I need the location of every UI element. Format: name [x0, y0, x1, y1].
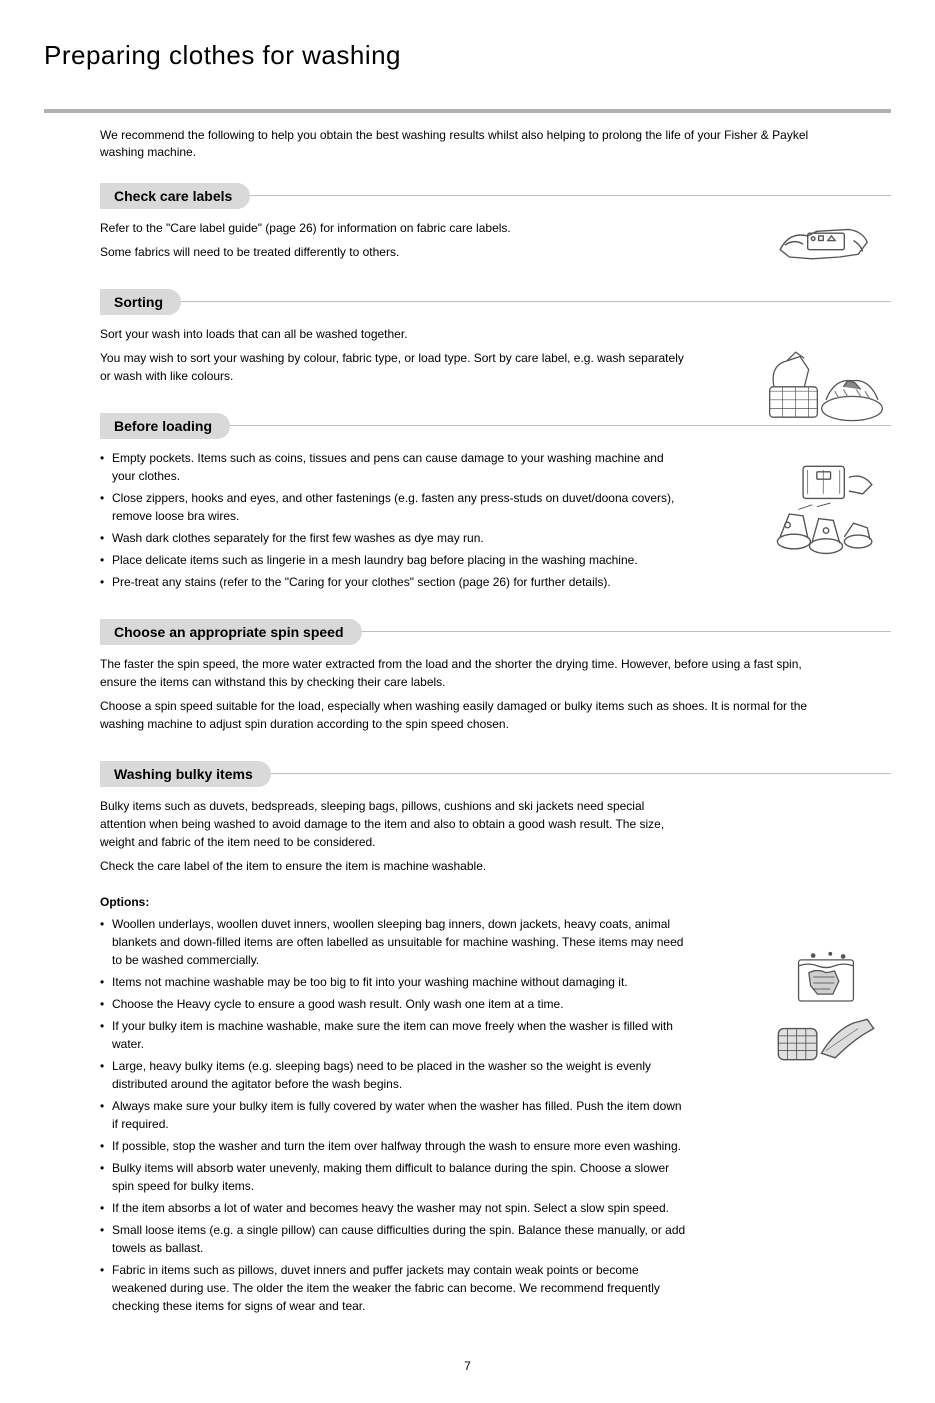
- list-item: Small loose items (e.g. a single pillow)…: [100, 1221, 690, 1257]
- body-paragraph: Some fabrics will need to be treated dif…: [100, 243, 690, 261]
- horizontal-rule: [44, 109, 891, 113]
- section-header-line: [181, 301, 891, 302]
- sleeping-bag-icon: [771, 1012, 881, 1072]
- section-text: Refer to the "Care label guide" (page 26…: [100, 219, 690, 261]
- section-body: Empty pockets. Items such as coins, tiss…: [100, 449, 891, 591]
- section-header: Sorting: [100, 289, 891, 315]
- section-body: Refer to the "Care label guide" (page 26…: [100, 219, 891, 261]
- list-item: Fabric in items such as pillows, duvet i…: [100, 1261, 690, 1315]
- body-paragraph: The faster the spin speed, the more wate…: [100, 655, 840, 691]
- list-item: Bulky items will absorb water unevenly, …: [100, 1159, 690, 1195]
- section-spin-speed: Choose an appropriate spin speed The fas…: [100, 619, 891, 733]
- section-header: Washing bulky items: [100, 761, 891, 787]
- page-title: Preparing clothes for washing: [44, 40, 891, 71]
- intro-paragraph: We recommend the following to help you o…: [100, 127, 840, 161]
- bullet-list: Woollen underlays, woollen duvet inners,…: [100, 915, 690, 1315]
- section-header-line: [271, 773, 891, 774]
- section-header-line: [250, 195, 891, 196]
- list-item: Always make sure your bulky item is full…: [100, 1097, 690, 1133]
- section-header: Check care labels: [100, 183, 891, 209]
- section-header-line: [362, 631, 892, 632]
- section-text: Bulky items such as duvets, bedspreads, …: [100, 797, 690, 1315]
- list-item: If the item absorbs a lot of water and b…: [100, 1199, 690, 1217]
- section-care-labels: Check care labels Refer to the "Care lab…: [100, 183, 891, 261]
- body-paragraph: Choose a spin speed suitable for the loa…: [100, 697, 840, 733]
- section-before-loading: Before loading Empty pockets. Items such…: [100, 413, 891, 591]
- section-text: Empty pockets. Items such as coins, tiss…: [100, 449, 690, 591]
- list-item: If your bulky item is machine washable, …: [100, 1017, 690, 1053]
- body-paragraph: Refer to the "Care label guide" (page 26…: [100, 219, 690, 237]
- section-sorting: Sorting Sort your wash into loads that c…: [100, 289, 891, 385]
- section-bulky-items: Washing bulky items Bulky items such as …: [100, 761, 891, 1315]
- section-header: Before loading: [100, 413, 891, 439]
- soak-icon: [781, 947, 871, 1012]
- before-loading-icon: [761, 459, 891, 574]
- list-item: Wash dark clothes separately for the fir…: [100, 529, 690, 547]
- document-page: Preparing clothes for washing We recomme…: [0, 0, 935, 1403]
- body-paragraph: You may wish to sort your washing by col…: [100, 349, 690, 385]
- section-header: Choose an appropriate spin speed: [100, 619, 891, 645]
- section-pill: Choose an appropriate spin speed: [100, 619, 362, 645]
- list-item: Choose the Heavy cycle to ensure a good …: [100, 995, 690, 1013]
- section-text: The faster the spin speed, the more wate…: [100, 655, 840, 733]
- list-item: Place delicate items such as lingerie in…: [100, 551, 690, 569]
- section-header-line: [230, 425, 891, 426]
- section-text: Sort your wash into loads that can all b…: [100, 325, 690, 385]
- section-pill: Sorting: [100, 289, 181, 315]
- section-pill: Washing bulky items: [100, 761, 271, 787]
- body-paragraph: Bulky items such as duvets, bedspreads, …: [100, 797, 690, 851]
- list-item: Close zippers, hooks and eyes, and other…: [100, 489, 690, 525]
- section-body: The faster the spin speed, the more wate…: [100, 655, 891, 733]
- section-pill: Before loading: [100, 413, 230, 439]
- page-number: 7: [0, 1359, 935, 1373]
- list-item: Woollen underlays, woollen duvet inners,…: [100, 915, 690, 969]
- care-label-icon: [761, 213, 891, 273]
- body-paragraph: Check the care label of the item to ensu…: [100, 857, 690, 875]
- section-body: Bulky items such as duvets, bedspreads, …: [100, 797, 891, 1315]
- list-item: Empty pockets. Items such as coins, tiss…: [100, 449, 690, 485]
- options-title: Options:: [100, 893, 690, 911]
- list-item: Items not machine washable may be too bi…: [100, 973, 690, 991]
- bullet-list: Empty pockets. Items such as coins, tiss…: [100, 449, 690, 591]
- section-pill: Check care labels: [100, 183, 250, 209]
- list-item: Large, heavy bulky items (e.g. sleeping …: [100, 1057, 690, 1093]
- options-block: Options: Woollen underlays, woollen duve…: [100, 893, 690, 1315]
- list-item: Pre-treat any stains (refer to the "Cari…: [100, 573, 690, 591]
- section-body: Sort your wash into loads that can all b…: [100, 325, 891, 385]
- list-item: If possible, stop the washer and turn th…: [100, 1137, 690, 1155]
- body-paragraph: Sort your wash into loads that can all b…: [100, 325, 690, 343]
